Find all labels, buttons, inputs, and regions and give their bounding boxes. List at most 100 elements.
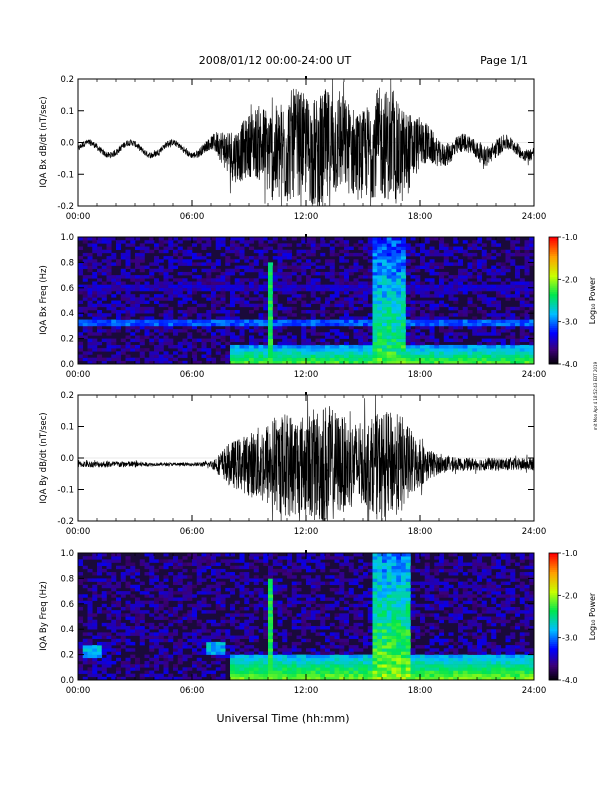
- spectrogram-cell: [372, 572, 378, 576]
- spectrogram-cell: [401, 629, 407, 633]
- spectrogram-cell: [130, 626, 136, 630]
- spectrogram-cell: [244, 664, 250, 668]
- spectrogram-cell: [325, 335, 331, 339]
- spectrogram-cell: [529, 344, 535, 349]
- spectrogram-cell: [234, 651, 240, 655]
- spectrogram-cell: [82, 638, 88, 643]
- spectrogram-cell: [201, 281, 207, 285]
- spectrogram-cell: [168, 341, 174, 346]
- spectrogram-cell: [462, 344, 468, 349]
- spectrogram-cell: [92, 578, 98, 582]
- spectrogram-cell: [453, 664, 459, 668]
- spectrogram-cell: [82, 297, 88, 301]
- spectrogram-cell: [358, 597, 364, 601]
- spectrogram-cell: [82, 565, 88, 570]
- spectrogram-cell: [106, 322, 112, 327]
- spectrogram-cell: [187, 259, 193, 263]
- spectrogram-cell: [310, 246, 316, 250]
- spectrogram-cell: [149, 648, 155, 652]
- spectrogram-cell: [325, 556, 331, 560]
- spectrogram-cell: [453, 300, 459, 304]
- spectrogram-cell: [396, 578, 402, 582]
- spectrogram-cell: [234, 243, 240, 247]
- spectrogram-cell: [135, 237, 141, 241]
- spectrogram-cell: [258, 351, 264, 355]
- spectrogram-cell: [230, 332, 236, 336]
- spectrogram-cell: [168, 246, 174, 250]
- spectrogram-cell: [149, 338, 155, 343]
- spectrogram-cell: [367, 670, 373, 674]
- spectrogram-cell: [348, 676, 354, 681]
- spectrogram-cell: [272, 584, 278, 589]
- spectrogram-cell: [87, 654, 93, 659]
- spectrogram-cell: [505, 360, 511, 365]
- spectrogram-cell: [401, 660, 407, 665]
- spectrogram-cell: [315, 660, 321, 665]
- spectrogram-cell: [120, 310, 126, 314]
- spectrogram-cell: [424, 581, 430, 586]
- spectrogram-cell: [173, 559, 179, 563]
- spectrogram-cell: [391, 237, 397, 241]
- spectrogram-cell: [448, 354, 454, 358]
- spectrogram-cell: [472, 275, 478, 279]
- spectrogram-cell: [329, 319, 335, 324]
- spectrogram-cell: [82, 622, 88, 627]
- spectrogram-cell: [310, 281, 316, 285]
- spectrogram-cell: [448, 616, 454, 620]
- spectrogram-cell: [424, 568, 430, 573]
- spectrogram-cell: [367, 252, 373, 257]
- spectrogram-cell: [519, 335, 525, 339]
- spectrogram-cell: [363, 562, 369, 566]
- spectrogram-cell: [329, 278, 335, 282]
- spectrogram-cell: [367, 594, 373, 598]
- spectrogram-cell: [282, 565, 288, 570]
- spectrogram-cell: [310, 584, 316, 589]
- spectrogram-cell: [519, 287, 525, 292]
- spectrogram-cell: [234, 287, 240, 292]
- spectrogram-cell: [97, 310, 103, 314]
- spectrogram-cell: [320, 632, 326, 636]
- spectrogram-cell: [496, 284, 502, 289]
- spectrogram-cell: [382, 268, 388, 273]
- spectrogram-cell: [429, 641, 435, 646]
- spectrogram-cell: [130, 287, 136, 292]
- spectrogram-cell: [196, 565, 202, 570]
- spectrogram-cell: [515, 306, 521, 311]
- spectrogram-cell: [372, 306, 378, 311]
- spectrogram-cell: [177, 670, 183, 674]
- spectrogram-cell: [158, 243, 164, 247]
- spectrogram-cell: [111, 237, 117, 241]
- spectrogram-cell: [424, 325, 430, 330]
- spectrogram-cell: [263, 600, 269, 605]
- spectrogram-cell: [253, 664, 259, 668]
- spectrogram-cell: [334, 243, 340, 247]
- spectrogram-cell: [377, 237, 383, 241]
- spectrogram-cell: [282, 290, 288, 295]
- spectrogram-cell: [282, 657, 288, 662]
- spectrogram-cell: [396, 313, 402, 317]
- spectrogram-cell: [225, 329, 231, 333]
- spectrogram-cell: [439, 316, 445, 320]
- spectrogram-cell: [249, 603, 255, 608]
- spectrogram-cell: [287, 278, 293, 282]
- spectrogram-cell: [116, 329, 122, 333]
- spectrogram-cell: [220, 300, 226, 304]
- spectrogram-cell: [429, 313, 435, 317]
- spectrogram-cell: [325, 626, 331, 630]
- spectrogram-cell: [396, 616, 402, 620]
- spectrogram-cell: [334, 252, 340, 257]
- spectrogram-cell: [420, 673, 426, 678]
- spectrogram-cell: [206, 284, 212, 289]
- spectrogram-cell: [529, 335, 535, 339]
- spectrogram-cell: [282, 638, 288, 643]
- spectrogram-cell: [106, 265, 112, 270]
- spectrogram-cell: [277, 591, 283, 595]
- spectrogram-cell: [377, 565, 383, 570]
- spectrogram-cell: [78, 562, 84, 566]
- spectrogram-cell: [377, 591, 383, 595]
- spectrogram-cell: [410, 616, 416, 620]
- spectrogram-cell: [111, 262, 117, 266]
- spectrogram-cell: [149, 594, 155, 598]
- spectrogram-cell: [291, 670, 297, 674]
- spectrogram-cell: [106, 641, 112, 646]
